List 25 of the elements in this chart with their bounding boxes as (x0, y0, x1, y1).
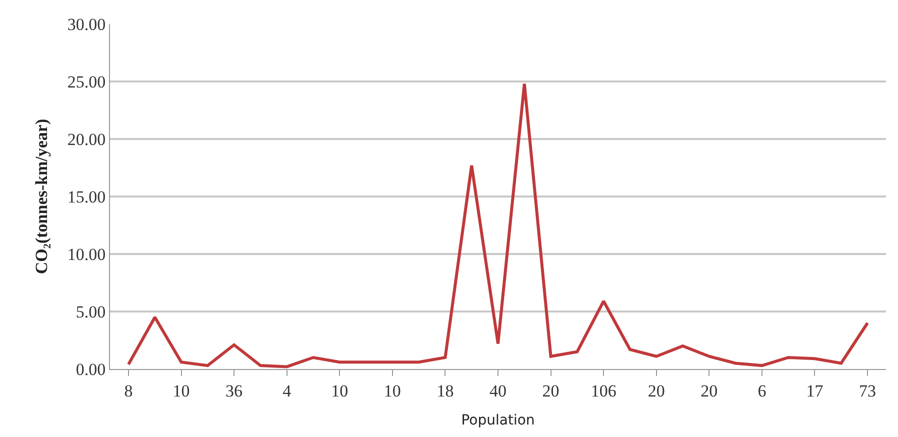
x-tick-label: 10 (384, 381, 401, 400)
x-tick-label: 73 (859, 381, 876, 400)
x-axis-title: Population (461, 412, 535, 429)
y-tick-label: 25.00 (67, 72, 106, 92)
y-tick-label: 30.00 (67, 14, 106, 34)
x-tick-label: 40 (490, 381, 506, 400)
x-tick-label: 20 (700, 381, 718, 400)
x-tick-label: 106 (590, 381, 616, 400)
y-tick-label: 0.00 (76, 360, 106, 379)
y-tick-label: 20.00 (67, 130, 106, 149)
x-tick-label: 17 (806, 381, 824, 400)
x-tick-label: 10 (331, 381, 348, 400)
x-tick-label: 20 (542, 381, 560, 400)
y-tick-label: 5.00 (76, 302, 106, 322)
y-tick-label: 15.00 (67, 187, 106, 206)
x-tick-label: 18 (436, 381, 454, 400)
x-tick-label: 10 (172, 381, 190, 400)
x-tick-label: 20 (648, 381, 665, 400)
x-tick-label: 8 (124, 381, 133, 400)
x-tick-label: 6 (758, 381, 766, 400)
line-series (126, 82, 870, 368)
x-tick-label: 4 (282, 381, 292, 400)
y-axis-title: CO₂(tonnes-km/year) (32, 118, 51, 274)
y-tick-label: 10.00 (67, 244, 106, 264)
x-tick-label: 36 (226, 381, 243, 400)
